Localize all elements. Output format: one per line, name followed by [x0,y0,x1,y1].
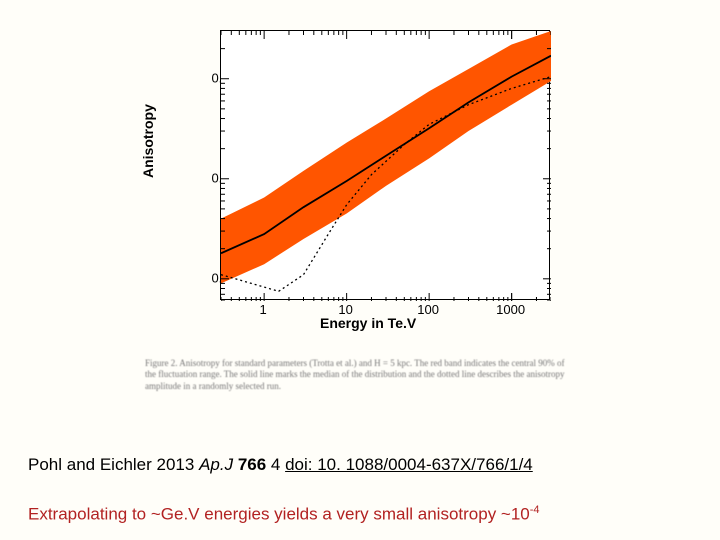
plot-svg [221,31,551,301]
extrap-text: Extrapolating to ~Ge.V energies yields a… [28,505,530,524]
citation-volume: 766 [238,455,266,474]
extrapolation-note: Extrapolating to ~Ge.V energies yields a… [28,504,540,525]
citation-doi: doi: 10. 1088/0004-637X/766/1/4 [285,455,533,474]
citation-line: Pohl and Eichler 2013 Ap.J 766 4 doi: 10… [28,455,533,475]
anisotropy-chart: Anisotropy Energy in Te.V 0.0010.0100.10… [140,20,580,350]
citation-page: 4 [266,455,285,474]
figure-caption: Figure 2. Anisotropy for standard parame… [145,358,575,392]
citation-journal: Ap.J [199,455,238,474]
y-axis-label: Anisotropy [140,104,156,178]
x-tick-label: 1000 [496,302,525,317]
x-tick-label: 100 [417,302,439,317]
extrap-exponent: -4 [530,504,540,516]
x-axis-label: Energy in Te.V [320,315,416,331]
plot-area [220,30,550,300]
citation-authors: Pohl and Eichler 2013 [28,455,199,474]
x-tick-label: 10 [338,302,352,317]
x-tick-label: 1 [260,302,267,317]
